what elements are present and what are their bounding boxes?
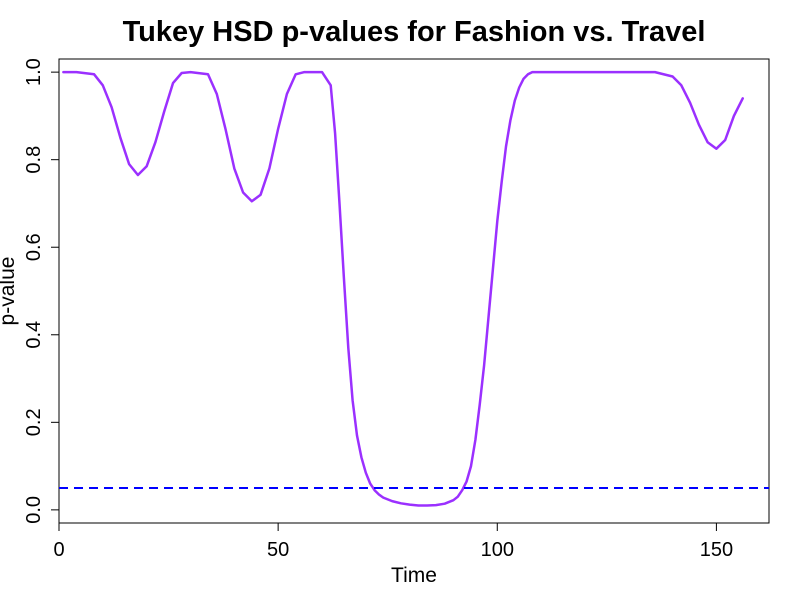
chart-title: Tukey HSD p-values for Fashion vs. Trave… (123, 16, 706, 48)
y-axis-title: p-value (0, 257, 19, 326)
x-axis: 0 50 100 150 (53, 522, 733, 561)
y-tick-label: 1.0 (23, 58, 45, 86)
x-tick-label: 100 (481, 539, 514, 561)
series-line (62, 70, 744, 507)
plot-area (58, 58, 770, 524)
y-tick-label: 0.4 (23, 321, 45, 349)
x-tick-label: 50 (267, 539, 289, 561)
x-tick-label: 0 (53, 539, 64, 561)
y-tick-label: 0.0 (23, 496, 45, 524)
y-tick-label: 0.6 (23, 233, 45, 261)
y-axis: 0.0 0.2 0.4 0.6 0.8 1.0 (23, 58, 60, 524)
series-layer (62, 70, 744, 507)
x-tick-label: 150 (700, 539, 733, 561)
x-axis-title: Time (391, 564, 437, 587)
y-tick-label: 0.8 (23, 146, 45, 174)
y-tick-label: 0.2 (23, 408, 45, 436)
